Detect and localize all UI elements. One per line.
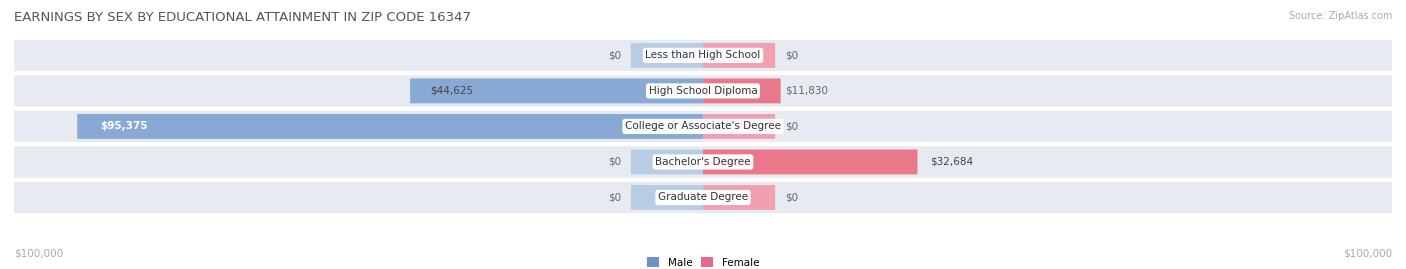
FancyBboxPatch shape bbox=[14, 146, 1392, 178]
Text: Source: ZipAtlas.com: Source: ZipAtlas.com bbox=[1288, 11, 1392, 21]
Text: $100,000: $100,000 bbox=[1343, 248, 1392, 258]
FancyBboxPatch shape bbox=[703, 79, 780, 103]
Text: $95,375: $95,375 bbox=[100, 121, 148, 132]
FancyBboxPatch shape bbox=[77, 114, 703, 139]
FancyBboxPatch shape bbox=[411, 79, 703, 103]
Text: $32,684: $32,684 bbox=[931, 157, 974, 167]
Text: $0: $0 bbox=[607, 157, 621, 167]
FancyBboxPatch shape bbox=[14, 40, 1392, 71]
Text: $11,830: $11,830 bbox=[785, 86, 828, 96]
FancyBboxPatch shape bbox=[703, 150, 918, 174]
FancyBboxPatch shape bbox=[631, 185, 703, 210]
Text: $44,625: $44,625 bbox=[430, 86, 472, 96]
Text: EARNINGS BY SEX BY EDUCATIONAL ATTAINMENT IN ZIP CODE 16347: EARNINGS BY SEX BY EDUCATIONAL ATTAINMEN… bbox=[14, 11, 471, 24]
Text: $0: $0 bbox=[785, 50, 799, 60]
Text: $0: $0 bbox=[607, 50, 621, 60]
Text: $0: $0 bbox=[785, 193, 799, 203]
Text: College or Associate's Degree: College or Associate's Degree bbox=[626, 121, 780, 132]
FancyBboxPatch shape bbox=[703, 185, 775, 210]
Text: $100,000: $100,000 bbox=[14, 248, 63, 258]
Text: Bachelor's Degree: Bachelor's Degree bbox=[655, 157, 751, 167]
FancyBboxPatch shape bbox=[703, 114, 775, 139]
Legend: Male, Female: Male, Female bbox=[643, 253, 763, 269]
Text: $0: $0 bbox=[607, 193, 621, 203]
FancyBboxPatch shape bbox=[703, 43, 775, 68]
FancyBboxPatch shape bbox=[631, 150, 703, 174]
Text: Graduate Degree: Graduate Degree bbox=[658, 193, 748, 203]
FancyBboxPatch shape bbox=[14, 111, 1392, 142]
FancyBboxPatch shape bbox=[14, 75, 1392, 107]
FancyBboxPatch shape bbox=[14, 182, 1392, 213]
Text: $0: $0 bbox=[785, 121, 799, 132]
FancyBboxPatch shape bbox=[631, 43, 703, 68]
Text: Less than High School: Less than High School bbox=[645, 50, 761, 60]
Text: High School Diploma: High School Diploma bbox=[648, 86, 758, 96]
